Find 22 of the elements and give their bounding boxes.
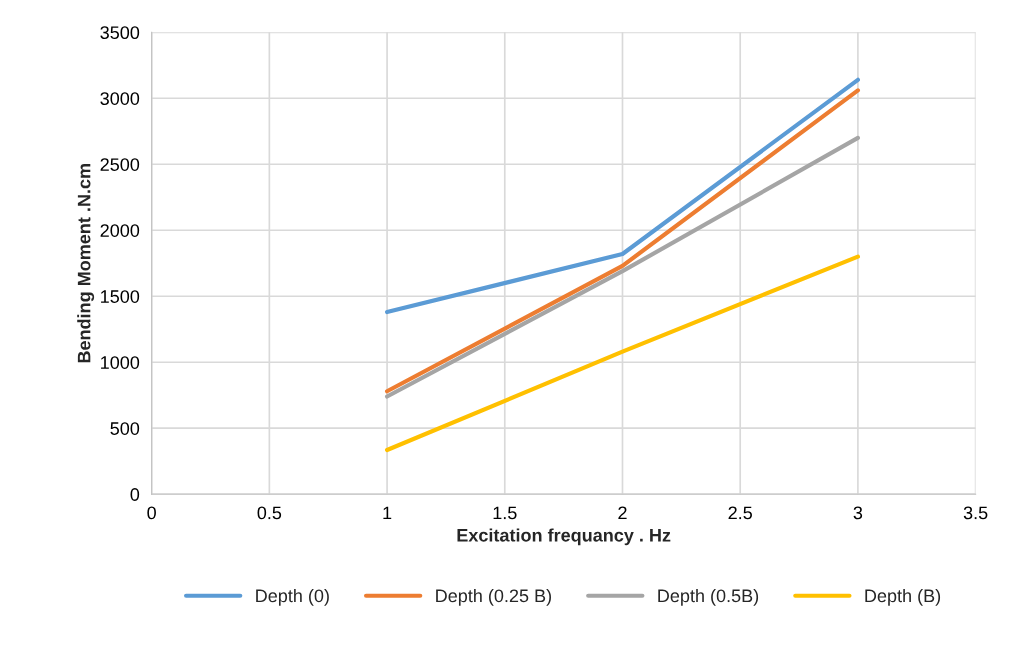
y-tick-label: 3500 <box>100 26 140 40</box>
legend-label: Depth (0.5B) <box>658 588 759 606</box>
y-axis-title: Bending Moment .N.cm <box>77 164 95 363</box>
y-tick-label: 500 <box>110 422 140 435</box>
y-tick-label: 1500 <box>101 290 140 303</box>
legend-label: Depth (B) <box>865 588 941 606</box>
y-tick-label: 1000 <box>101 356 140 369</box>
x-tick-label: 0 <box>147 506 156 520</box>
y-tick-label: 0 <box>130 488 140 501</box>
x-axis-title: Excitation frequancy . Hz <box>457 528 671 546</box>
x-tick-label: 0.5 <box>257 506 282 520</box>
x-tick-label: 3.5 <box>963 506 988 520</box>
x-tick-label: 2.5 <box>728 506 752 520</box>
y-tick-label: 2500 <box>100 158 140 171</box>
x-tick-label: 1 <box>383 506 392 520</box>
legend-label: Depth (0) <box>256 588 329 606</box>
y-tick-label: 2000 <box>100 224 140 237</box>
y-tick-label: 3000 <box>100 92 140 105</box>
x-tick-label: 2 <box>618 506 627 520</box>
legend-label: Depth (0.25 B) <box>436 588 551 606</box>
x-tick-label: 1.5 <box>493 506 517 520</box>
x-tick-label: 3 <box>853 506 863 520</box>
